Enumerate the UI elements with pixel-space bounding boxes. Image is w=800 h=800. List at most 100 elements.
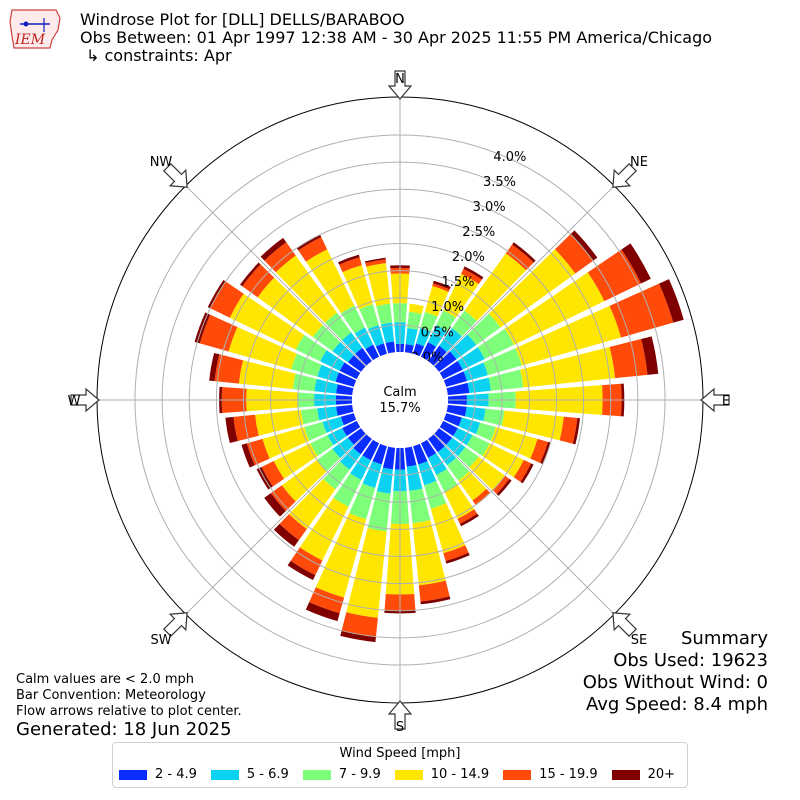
wind-bar-300-bin5 — [210, 281, 244, 318]
flow-arrow — [612, 612, 638, 638]
wind-bar-240-bin5 — [261, 461, 285, 487]
wind-bar-210-bin2 — [350, 455, 371, 480]
wind-bar-350-bin1 — [385, 341, 396, 354]
wind-bar-110-bin3 — [475, 422, 496, 441]
wind-bar-20-bin6 — [433, 280, 451, 290]
wind-bar-340-bin4 — [342, 265, 373, 310]
legend-label: 10 - 14.9 — [430, 767, 490, 782]
wind-bar-50-bin3 — [467, 313, 501, 345]
wind-bar-300-bin2 — [320, 350, 345, 371]
wind-bar-230-bin4 — [281, 459, 327, 502]
wind-bar-280-bin1 — [336, 384, 354, 396]
wind-bar-110-bin2 — [458, 417, 481, 435]
wind-bar-300-bin3 — [295, 334, 327, 362]
wind-bar-290-bin4 — [228, 326, 297, 370]
wind-bar-160-bin1 — [413, 443, 428, 465]
wind-bar-50-bin5 — [554, 234, 593, 274]
wind-bar-70-bin4 — [515, 305, 622, 366]
wind-bar-230-bin3 — [317, 448, 341, 472]
wind-bar-350-bin2 — [380, 322, 395, 343]
wind-bar-350-bin5 — [365, 259, 387, 267]
wind-bar-210-bin5 — [290, 547, 323, 576]
wind-bar-190-bin6 — [340, 630, 376, 643]
wind-bar-10-bin2 — [405, 327, 418, 346]
wind-bar-50-bin1 — [434, 351, 457, 372]
wind-bar-330-bin1 — [365, 344, 380, 361]
wind-bar-220-bin1 — [353, 434, 372, 455]
wind-bar-60-bin5 — [587, 249, 642, 302]
iem-logo: IEM — [6, 6, 64, 50]
wind-bar-140-bin1 — [428, 434, 445, 453]
title-line2: Obs Between: 01 Apr 1997 12:38 AM - 30 A… — [80, 28, 713, 47]
radial-tick-labels: 0.0%0.5%1.0%1.5%2.0%2.5%3.0%3.5%4.0% — [410, 150, 526, 366]
wind-bar-340-bin5 — [339, 257, 362, 273]
flow-arrow — [70, 387, 100, 413]
wind-bar-310-bin1 — [347, 355, 366, 372]
wind-bar-170-bin4 — [412, 520, 446, 586]
wind-bar-20-bin1 — [413, 343, 425, 357]
wind-bar-30-bin1 — [420, 342, 437, 361]
wind-bar-60-bin3 — [477, 328, 515, 360]
wind-bar-110-bin6 — [540, 441, 551, 465]
legend-item: 2 - 4.9 — [119, 767, 197, 782]
wind-bar-50-bin6 — [570, 230, 598, 261]
wind-bar-320-bin3 — [324, 312, 352, 341]
wind-bar-20-bin2 — [416, 327, 431, 347]
wind-bar-30-bin3 — [436, 310, 456, 332]
wind-bar-50-bin2 — [449, 334, 477, 360]
wind-bar-120-bin2 — [453, 427, 473, 446]
legend-label: 7 - 9.9 — [338, 767, 381, 782]
flow-arrow — [162, 162, 188, 188]
wind-bar-120-bin3 — [466, 435, 490, 456]
wind-bar-320-bin5 — [264, 242, 296, 273]
legend-items: 2 - 4.9 5 - 6.9 7 - 9.9 10 - 14.9 15 - 19.9 2… — [119, 767, 675, 782]
wind-bar-40-bin2 — [439, 328, 462, 352]
legend-swatch — [611, 769, 640, 780]
wind-bar-190-bin1 — [382, 446, 396, 470]
wind-bar-20-bin3 — [420, 312, 438, 332]
wind-bar-280-bin4 — [238, 360, 296, 390]
wind-bar-240-bin4 — [273, 443, 318, 479]
wind-bar-70-bin3 — [483, 348, 522, 376]
wind-bar-190-bin5 — [341, 612, 378, 637]
wind-bar-260-bin3 — [300, 408, 320, 425]
wind-bar-160-bin3 — [424, 480, 447, 509]
wind-bar-130-bin6 — [496, 478, 512, 496]
legend-swatch — [302, 769, 331, 780]
wind-bar-280-bin6 — [209, 352, 220, 382]
radial-tick-label: 1.0% — [431, 300, 464, 315]
legend-swatch — [503, 769, 532, 780]
logo-text: IEM — [14, 32, 46, 48]
wind-bar-170-bin1 — [404, 446, 417, 467]
wind-bar-170-bin2 — [406, 464, 423, 491]
wind-bar-240-bin3 — [310, 435, 334, 456]
wind-bar-290-bin5 — [199, 314, 238, 352]
radial-tick-label: 3.0% — [473, 200, 506, 215]
wind-bar-220-bin5 — [279, 514, 307, 541]
wind-bar-350-bin3 — [376, 303, 393, 325]
flow-arrow — [387, 700, 413, 730]
legend-item: 5 - 6.9 — [210, 767, 289, 782]
wind-bar-60-bin6 — [621, 243, 651, 284]
wind-bar-130-bin5 — [492, 475, 510, 494]
legend-item: 7 - 9.9 — [302, 767, 381, 782]
note-calm: Calm values are < 2.0 mph — [16, 672, 195, 687]
wind-bar-40-bin1 — [428, 345, 447, 366]
summary-title: Summary — [681, 628, 768, 649]
legend: Wind Speed [mph] 2 - 4.9 5 - 6.9 7 - 9.9 10… — [112, 742, 688, 788]
wind-bar-200-bin3 — [349, 483, 376, 520]
wind-bar-80-bin2 — [467, 377, 491, 393]
wind-bar-160-bin6 — [445, 552, 470, 564]
wind-bar-100-bin6 — [572, 418, 580, 445]
wind-bar-80-bin1 — [446, 382, 470, 396]
wind-bar-290-bin1 — [335, 372, 357, 387]
wind-bar-340-bin1 — [375, 343, 387, 357]
plot-notes: Calm values are < 2.0 mph Bar Convention… — [16, 672, 242, 720]
wind-bar-230-bin5 — [270, 485, 296, 512]
flow-arrow — [700, 387, 730, 413]
wind-bar-260-bin2 — [317, 406, 338, 421]
wind-bar-340-bin3 — [359, 304, 379, 330]
wind-bar-320-bin2 — [341, 332, 363, 354]
wind-bar-80-bin5 — [609, 338, 648, 379]
summary-avg-speed: Avg Speed: 8.4 mph — [586, 694, 768, 715]
